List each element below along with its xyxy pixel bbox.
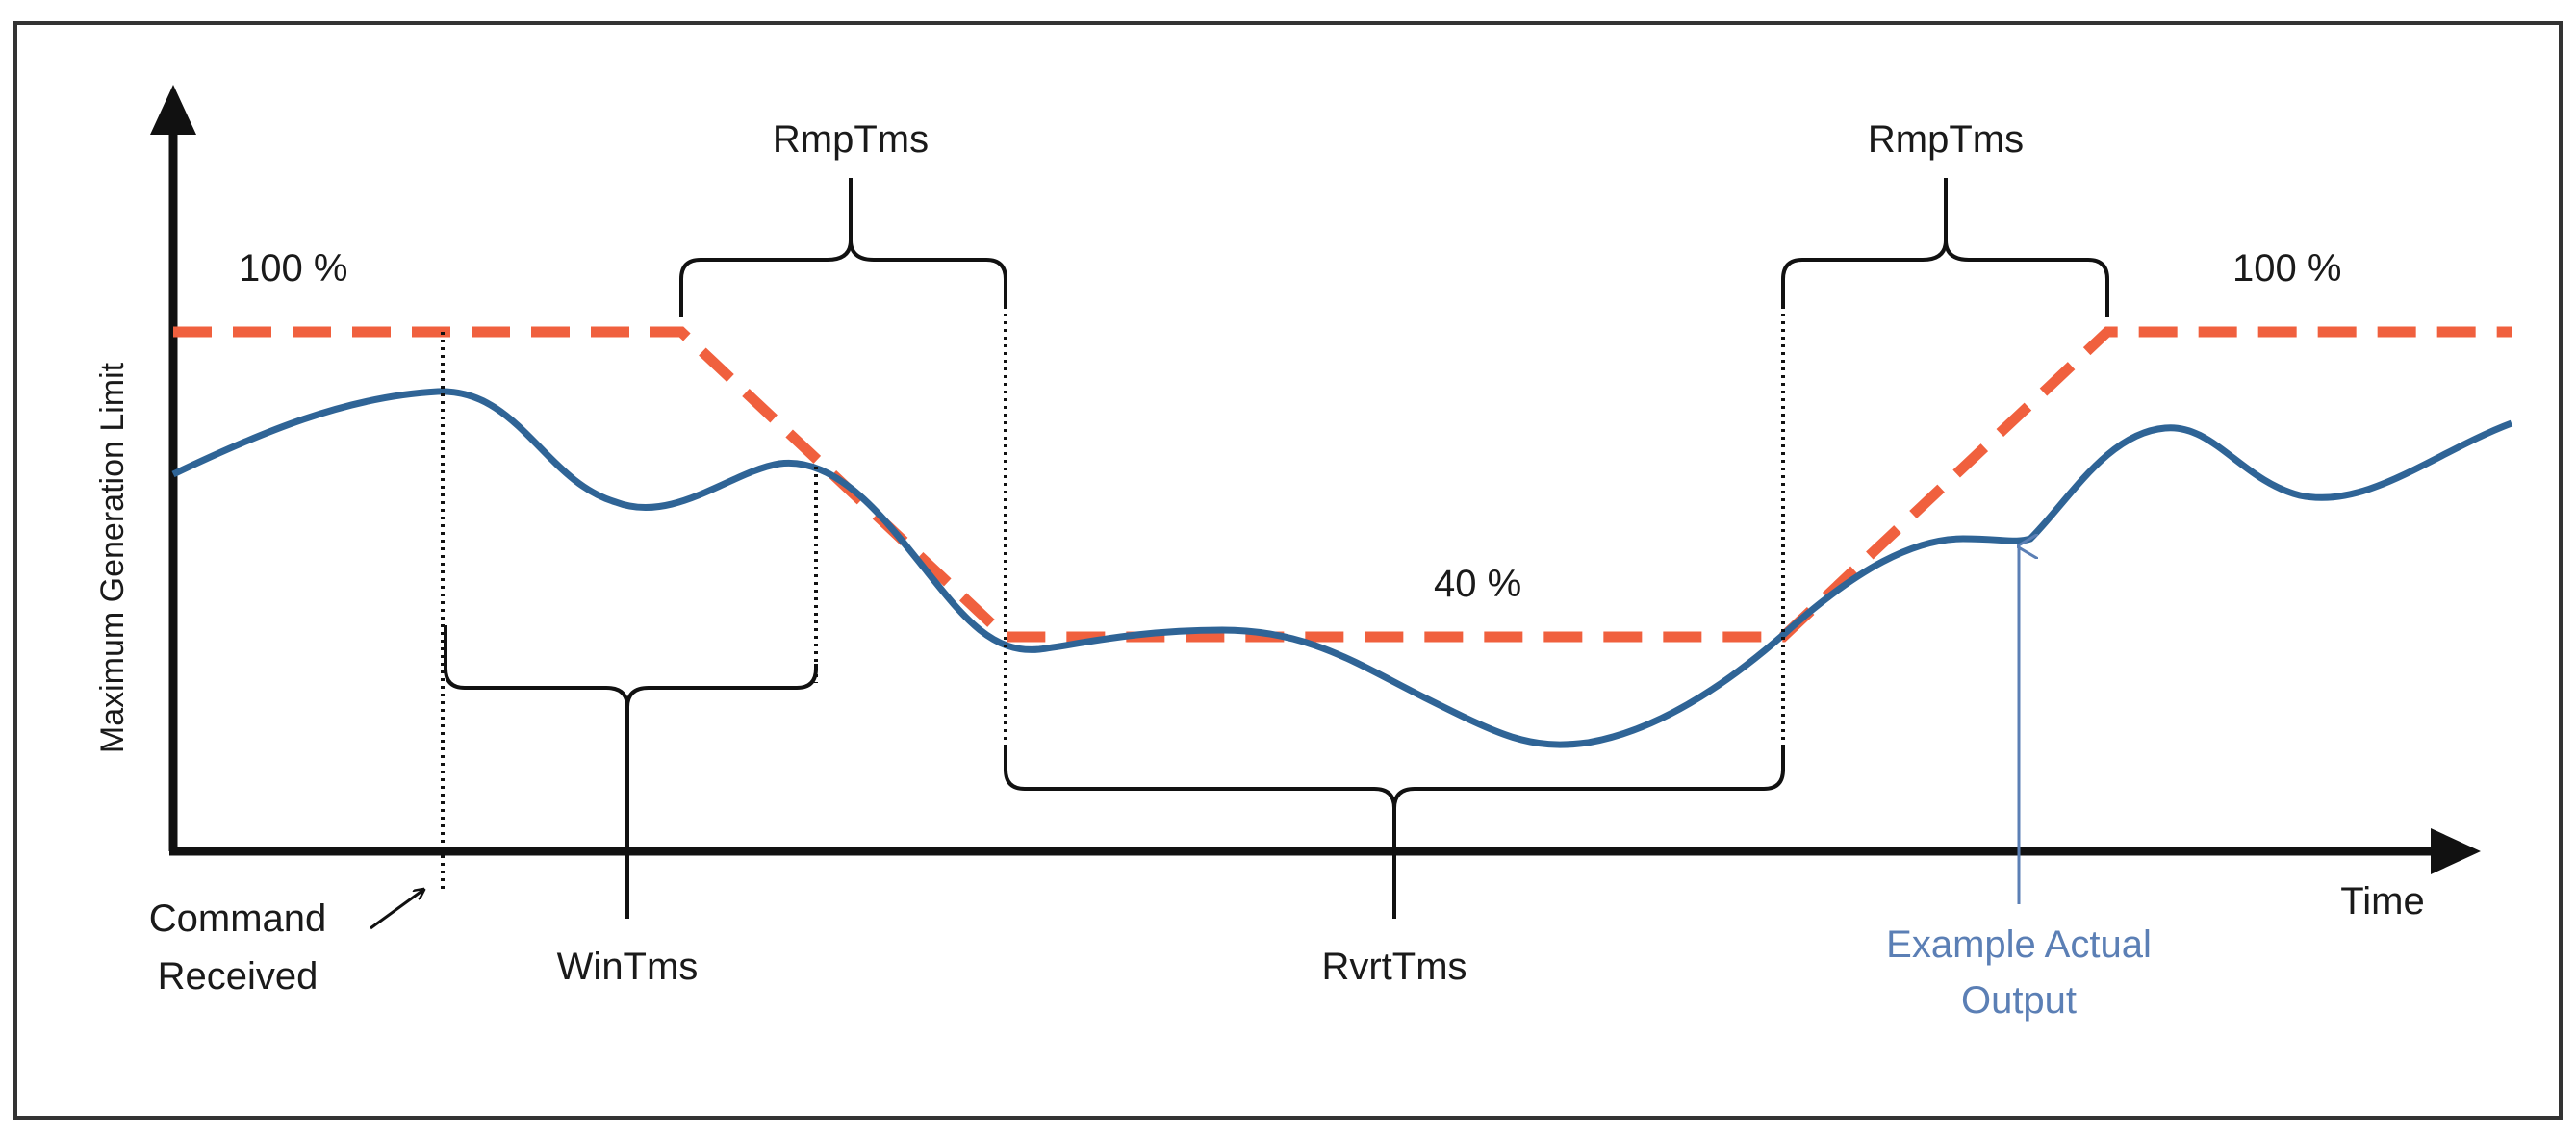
actual-output-curve <box>171 388 2513 748</box>
command-pointer-arrow <box>370 890 423 930</box>
label-revert: RvrtTms <box>1321 946 1467 988</box>
y-axis-arrow <box>150 85 196 135</box>
label-window: WinTms <box>557 946 699 988</box>
label-ramp-up: RmpTms <box>1868 118 2024 161</box>
label-actual-line2: Output <box>1961 979 2077 1022</box>
x-axis-arrow <box>2431 828 2481 874</box>
label-y-axis: Maximum Generation Limit <box>94 362 131 753</box>
limit-line <box>173 326 2512 643</box>
brace-window <box>444 625 818 919</box>
label-pct-mid: 40 % <box>1434 563 1521 605</box>
brace-ramp-up <box>1781 178 2109 317</box>
label-ramp-down: RmpTms <box>773 118 929 161</box>
label-command-line2: Received <box>158 955 319 998</box>
frame-border <box>13 21 2563 1120</box>
label-x-axis: Time <box>2340 880 2424 923</box>
label-pct-start: 100 % <box>239 247 347 290</box>
brace-revert <box>1004 746 1785 919</box>
label-command-line1: Command <box>149 898 327 940</box>
brace-ramp-down <box>679 178 1007 317</box>
label-pct-end: 100 % <box>2232 247 2341 290</box>
label-actual-line1: Example Actual <box>1886 923 2152 966</box>
